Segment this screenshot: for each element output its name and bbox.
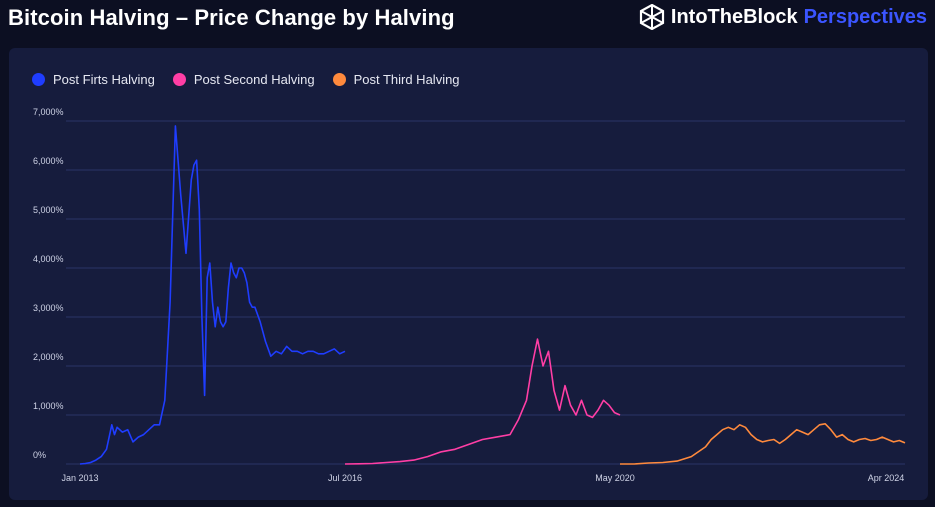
legend-item-third-halving[interactable]: Post Third Halving xyxy=(332,72,460,87)
legend-item-second-halving[interactable]: Post Second Halving xyxy=(172,72,315,87)
legend-swatch-second xyxy=(172,73,186,86)
x-tick-label: May 2020 xyxy=(595,473,635,483)
legend-label-first: Post Firts Halving xyxy=(53,72,155,87)
series-line-3 xyxy=(620,422,906,465)
y-tick-label: 3,000% xyxy=(33,303,64,313)
x-tick-label: Jan 2013 xyxy=(61,473,98,483)
legend-item-first-halving[interactable]: Post Firts Halving xyxy=(32,72,155,87)
y-tick-label: 6,000% xyxy=(33,156,64,166)
legend-label-third: Post Third Halving xyxy=(353,72,460,87)
legend-swatch-third xyxy=(332,73,346,86)
y-tick-label: 0% xyxy=(33,450,46,460)
y-tick-label: 1,000% xyxy=(33,401,64,411)
series-line-1 xyxy=(79,125,346,465)
brand-product: Perspectives xyxy=(803,5,927,28)
legend-swatch-first xyxy=(32,73,45,86)
y-tick-label: 7,000% xyxy=(33,107,64,117)
page-title: Bitcoin Halving – Price Change by Halvin… xyxy=(8,5,455,30)
brand-name: IntoTheBlock xyxy=(670,5,798,28)
brand: IntoTheBlock Perspectives xyxy=(639,4,927,30)
y-tick-label: 5,000% xyxy=(33,205,64,215)
series-line-2 xyxy=(344,338,621,465)
legend-label-second: Post Second Halving xyxy=(193,72,315,87)
x-tick-label: Jul 2016 xyxy=(328,473,362,483)
x-tick-label: Apr 2024 xyxy=(868,473,905,483)
chart-panel xyxy=(9,48,928,500)
intotheblock-logo-icon xyxy=(639,4,665,30)
y-tick-label: 4,000% xyxy=(33,254,64,264)
chart-legend: Post Firts Halving Post Second Halving P… xyxy=(32,72,460,87)
y-tick-label: 2,000% xyxy=(33,352,64,362)
